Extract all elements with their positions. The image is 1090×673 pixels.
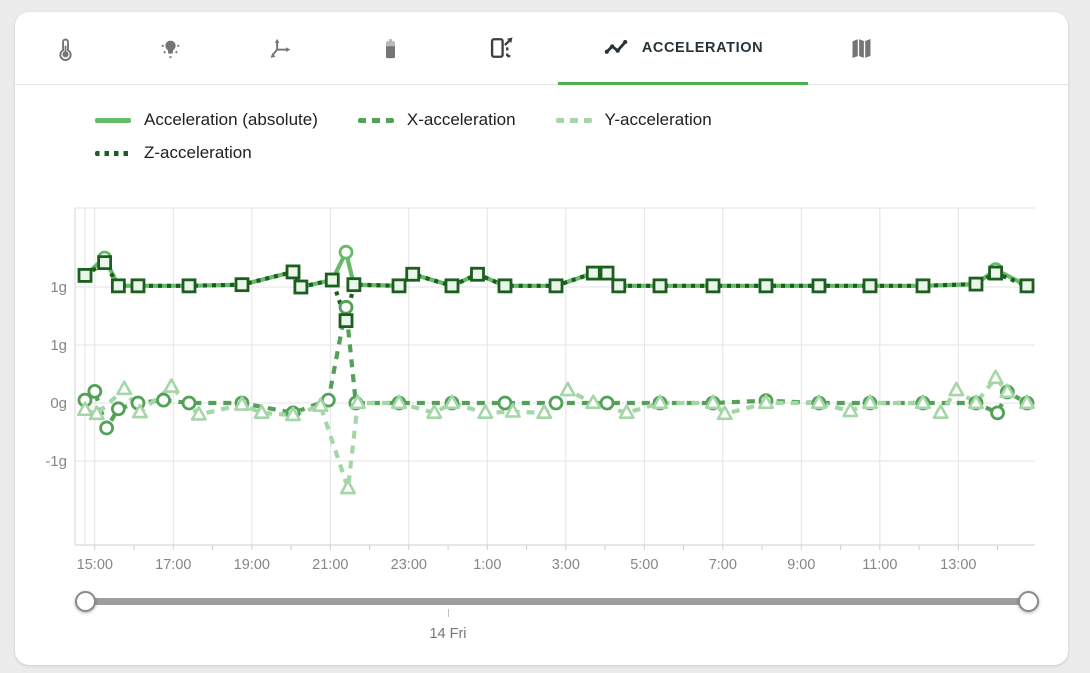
markers-y-acceleration bbox=[76, 369, 1036, 495]
thermometer-icon bbox=[52, 35, 79, 62]
series-line-y-acceleration bbox=[84, 376, 1029, 491]
markers-x-acceleration bbox=[77, 299, 1035, 436]
legend-item-acceleration-absolute[interactable]: Acceleration (absolute) bbox=[95, 109, 318, 131]
legend-swatch bbox=[555, 117, 592, 123]
legend-label: Y-acceleration bbox=[604, 110, 712, 129]
x-tick-label: 11:00 bbox=[862, 557, 897, 573]
midnight-tick bbox=[447, 609, 449, 617]
x-tick-label: 17:00 bbox=[155, 557, 191, 573]
slider-handle-right[interactable] bbox=[1017, 591, 1039, 612]
tab-light[interactable] bbox=[115, 12, 225, 84]
x-tick-label: 13:00 bbox=[940, 557, 976, 573]
axes-icon bbox=[267, 35, 294, 62]
line-chart-icon bbox=[603, 35, 629, 61]
x-tick-label: 3:00 bbox=[552, 557, 580, 573]
chart-gridlines bbox=[74, 207, 1035, 550]
x-tick-label: 5:00 bbox=[630, 557, 658, 573]
x-tick-label: 21:00 bbox=[312, 557, 348, 573]
legend-item-y-acceleration[interactable]: Y-acceleration bbox=[555, 109, 712, 131]
tab-label-acceleration: ACCELERATION bbox=[641, 40, 764, 56]
legend-swatch bbox=[95, 150, 131, 156]
x-tick-label: 19:00 bbox=[234, 557, 270, 573]
map-icon bbox=[848, 35, 875, 62]
x-tick-label: 9:00 bbox=[787, 557, 815, 573]
markers-z-acceleration bbox=[77, 255, 1035, 329]
light-icon bbox=[157, 35, 184, 62]
chart-axis-labels: 1g 1g 0g -1g 15:00 17:00 19:00 21:00 23:00 1:00 3:… bbox=[45, 279, 976, 573]
slider-handle-left[interactable] bbox=[74, 591, 96, 612]
legend-swatch bbox=[95, 117, 131, 123]
chart-legend: Acceleration (absolute) X-acceleration Y-a… bbox=[95, 109, 865, 164]
x-tick-label: 23:00 bbox=[391, 557, 427, 573]
legend-label: Z-acceleration bbox=[144, 143, 252, 162]
x-tick-label: 7:00 bbox=[709, 557, 737, 573]
x-tick-label: 15:00 bbox=[77, 557, 113, 573]
tab-map[interactable] bbox=[808, 12, 915, 84]
x-tick-label: 1:00 bbox=[473, 557, 501, 573]
tab-battery[interactable] bbox=[335, 12, 445, 84]
tab-acceleration[interactable]: ACCELERATION bbox=[558, 12, 808, 85]
tab-temperature[interactable] bbox=[15, 12, 115, 84]
slider-track[interactable] bbox=[85, 598, 1028, 605]
device-movement-icon bbox=[488, 34, 516, 62]
y-tick-label: 1g bbox=[50, 337, 67, 354]
legend-swatch bbox=[357, 117, 394, 123]
tab-movement[interactable] bbox=[445, 12, 558, 84]
legend-item-z-acceleration[interactable]: Z-acceleration bbox=[95, 142, 252, 164]
y-tick-label: 1g bbox=[50, 279, 67, 296]
sensor-panel-card: ACCELERATION Acceleration (absolute) X-ac… bbox=[15, 12, 1068, 665]
battery-icon bbox=[377, 35, 404, 62]
legend-label: X-acceleration bbox=[406, 110, 516, 129]
day-label: 14 Fri bbox=[429, 626, 467, 642]
tab-bar: ACCELERATION bbox=[15, 12, 1068, 85]
acceleration-chart[interactable]: 1g 1g 0g -1g 15:00 17:00 19:00 21:00 23:00 1:00 3:… bbox=[15, 193, 1068, 585]
y-tick-label: -1g bbox=[45, 453, 67, 470]
chart-series-markers bbox=[76, 244, 1036, 495]
legend-label: Acceleration (absolute) bbox=[144, 110, 318, 129]
tab-orientation[interactable] bbox=[225, 12, 335, 84]
legend-item-x-acceleration[interactable]: X-acceleration bbox=[357, 109, 516, 131]
y-tick-label: 0g bbox=[50, 395, 67, 412]
